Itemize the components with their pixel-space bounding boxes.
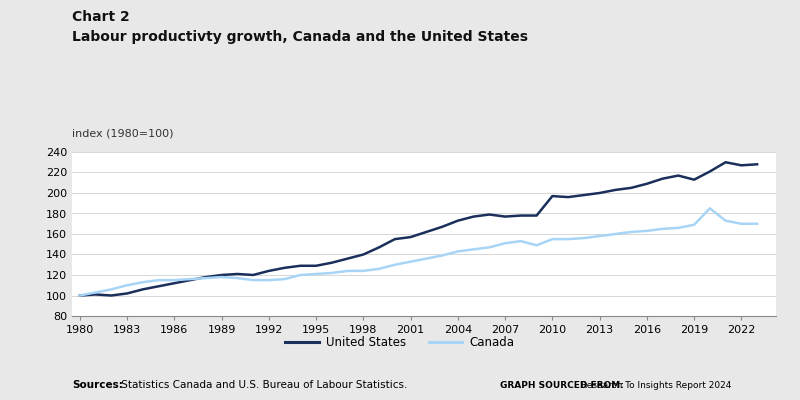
- Canada: [122, 283, 132, 288]
- Canada: [532, 243, 542, 248]
- United States: [500, 214, 510, 219]
- Canada: [280, 277, 290, 282]
- Canada: [595, 234, 605, 238]
- Canada: [406, 259, 415, 264]
- United States: [438, 224, 447, 229]
- United States: [201, 275, 210, 280]
- United States: [752, 162, 762, 167]
- United States: [154, 284, 163, 289]
- United States: [626, 186, 636, 190]
- United States: [390, 237, 400, 242]
- United States: [248, 273, 258, 278]
- Canada: [626, 230, 636, 234]
- Canada: [563, 237, 573, 242]
- Text: Labour productivty growth, Canada and the United States: Labour productivty growth, Canada and th…: [72, 30, 528, 44]
- United States: [170, 281, 179, 286]
- United States: [579, 193, 589, 198]
- Canada: [311, 272, 321, 276]
- United States: [642, 181, 652, 186]
- Text: Chart 2: Chart 2: [72, 10, 130, 24]
- United States: [343, 256, 353, 261]
- United States: [75, 293, 85, 298]
- United States: [295, 263, 305, 268]
- Canada: [138, 280, 148, 284]
- United States: [595, 191, 605, 196]
- United States: [485, 212, 494, 217]
- Canada: [705, 206, 714, 211]
- United States: [138, 287, 148, 292]
- United States: [406, 235, 415, 240]
- United States: [311, 263, 321, 268]
- United States: [532, 213, 542, 218]
- Canada: [690, 222, 699, 227]
- Canada: [217, 275, 226, 280]
- United States: [469, 214, 478, 219]
- Text: GRAPH SOURCED FROM:: GRAPH SOURCED FROM:: [500, 381, 624, 390]
- United States: [280, 266, 290, 270]
- Canada: [500, 241, 510, 246]
- Canada: [91, 290, 101, 295]
- Canada: [264, 278, 274, 282]
- Line: Canada: Canada: [80, 208, 757, 296]
- United States: [327, 260, 337, 265]
- Canada: [248, 278, 258, 282]
- Canada: [547, 237, 557, 242]
- Canada: [358, 268, 368, 273]
- Line: United States: United States: [80, 162, 757, 296]
- United States: [563, 195, 573, 200]
- United States: [217, 273, 226, 278]
- Canada: [201, 276, 210, 280]
- United States: [358, 252, 368, 257]
- Canada: [154, 278, 163, 282]
- Legend: United States, Canada: United States, Canada: [281, 332, 519, 354]
- Canada: [516, 239, 526, 244]
- United States: [122, 291, 132, 296]
- Canada: [390, 262, 400, 267]
- Canada: [469, 247, 478, 252]
- Canada: [233, 276, 242, 280]
- United States: [233, 272, 242, 276]
- Canada: [721, 218, 730, 223]
- United States: [106, 293, 116, 298]
- United States: [610, 188, 620, 192]
- Canada: [485, 245, 494, 250]
- Canada: [438, 253, 447, 258]
- United States: [705, 169, 714, 174]
- Text: Sources:: Sources:: [72, 380, 123, 390]
- United States: [186, 278, 195, 282]
- Text: Statistics Canada and U.S. Bureau of Labour Statistics.: Statistics Canada and U.S. Bureau of Lab…: [118, 380, 408, 390]
- Canada: [610, 232, 620, 236]
- Canada: [343, 268, 353, 273]
- Canada: [327, 270, 337, 275]
- United States: [690, 177, 699, 182]
- United States: [516, 213, 526, 218]
- United States: [674, 173, 683, 178]
- Canada: [75, 293, 85, 298]
- United States: [737, 163, 746, 168]
- Canada: [752, 221, 762, 226]
- United States: [374, 245, 384, 250]
- Canada: [106, 287, 116, 292]
- Canada: [186, 277, 195, 282]
- United States: [658, 176, 667, 181]
- United States: [422, 230, 431, 234]
- United States: [453, 218, 462, 223]
- Canada: [453, 249, 462, 254]
- Canada: [579, 236, 589, 240]
- Canada: [374, 266, 384, 271]
- United States: [721, 160, 730, 165]
- Canada: [295, 273, 305, 278]
- Canada: [737, 221, 746, 226]
- United States: [91, 292, 101, 297]
- Text: index (1980=100): index (1980=100): [72, 128, 174, 138]
- Canada: [642, 228, 652, 233]
- Canada: [170, 278, 179, 282]
- United States: [264, 268, 274, 273]
- Canada: [658, 226, 667, 231]
- Canada: [422, 256, 431, 261]
- United States: [547, 194, 557, 198]
- Text: Research To Insights Report 2024: Research To Insights Report 2024: [578, 381, 732, 390]
- Canada: [674, 226, 683, 230]
